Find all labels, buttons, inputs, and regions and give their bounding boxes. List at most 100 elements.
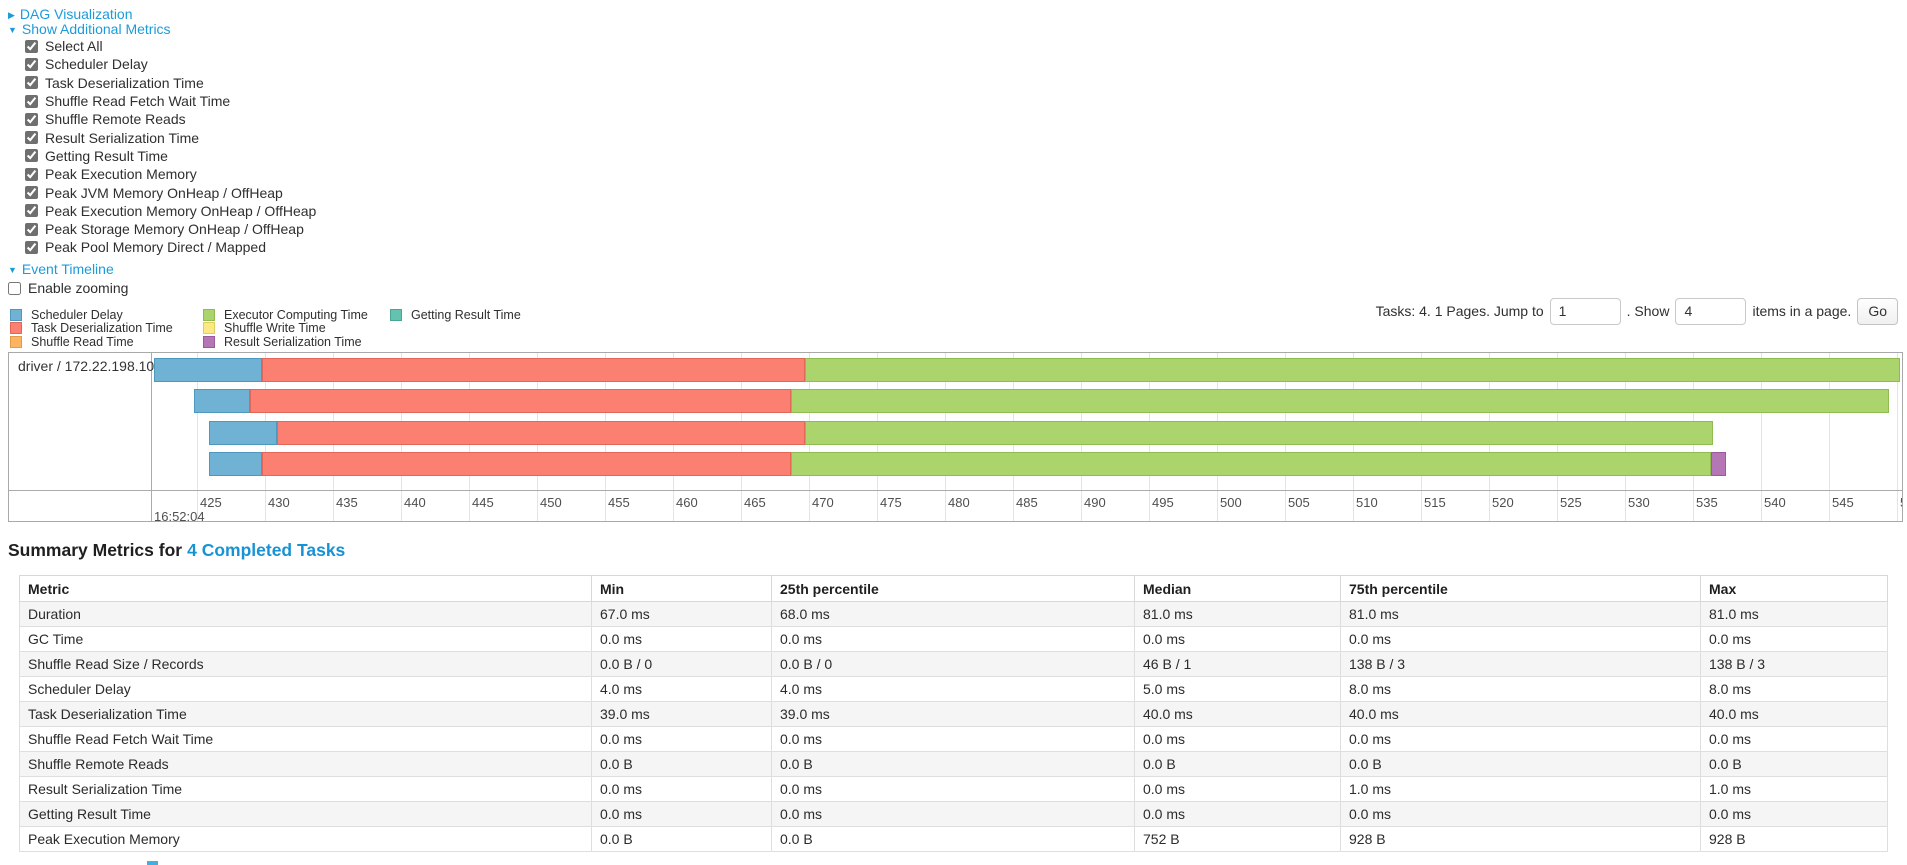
completed-tasks-link[interactable]: 4 Completed Tasks [187, 540, 346, 560]
metric-value-cell: 67.0 ms [591, 601, 772, 627]
metric-value-cell: 1.0 ms [1700, 776, 1888, 802]
show-additional-metrics-toggle[interactable]: ▼ Show Additional Metrics [8, 21, 171, 37]
metric-checkbox-peak-execution-memory[interactable] [25, 167, 38, 181]
metric-checkbox-shuffle-remote-reads[interactable] [25, 112, 38, 126]
event-timeline-toggle[interactable]: ▼ Event Timeline [8, 261, 114, 277]
axis-tick-label: 460 [676, 495, 698, 510]
legend-column: Getting Result Time [390, 308, 521, 322]
segment-task-deserialization [250, 389, 792, 413]
metric-value-cell: 0.0 B [771, 751, 1135, 777]
timeline-label-divider [151, 353, 152, 521]
event-timeline-chart: driver / 172.22.198.104 425 430 435 440 445 4… [8, 352, 1903, 522]
metric-checkbox-peak-storage-memory-onheap-offheap[interactable] [25, 222, 38, 236]
executor-computing-time-swatch-icon [203, 308, 215, 321]
go-button[interactable]: Go [1857, 297, 1898, 325]
metric-checkbox-getting-result-time[interactable] [25, 149, 38, 163]
legend-item-task-deserialization-time: Task Deserialization Time [10, 321, 173, 335]
metric-checkbox-select-all[interactable] [25, 39, 38, 53]
metric-value-cell: 40.0 ms [1700, 701, 1888, 727]
metric-label: Task Deserialization Time [45, 74, 204, 91]
timeline-task-bar[interactable] [209, 452, 1726, 476]
axis-tick-label: 430 [268, 495, 290, 510]
metric-value-cell: 81.0 ms [1134, 601, 1341, 627]
legend-label: Result Serialization Time [224, 334, 362, 349]
jump-to-page-input[interactable] [1549, 297, 1621, 325]
metric-value-cell: 928 B [1340, 826, 1701, 852]
axis-tick-label: 455 [608, 495, 630, 510]
metric-value-cell: 1.0 ms [1340, 776, 1701, 802]
shuffle-write-time-swatch-icon [203, 322, 215, 335]
segment-executor-computing [804, 421, 1714, 445]
segment-task-deserialization [277, 421, 805, 445]
segment-scheduler-delay [209, 421, 278, 445]
column-header-metric: Metric [19, 575, 592, 602]
axis-tick-label: 530 [1628, 495, 1650, 510]
metric-value-cell: 0.0 ms [1700, 726, 1888, 752]
metric-label: Peak JVM Memory OnHeap / OffHeap [45, 184, 283, 201]
metric-value-cell: 0.0 ms [1700, 626, 1888, 652]
metric-checkbox-peak-pool-memory-direct-mapped[interactable] [25, 240, 38, 254]
segment-executor-computing [804, 358, 1900, 382]
metric-option-select-all: Select All [25, 37, 316, 55]
chevron-down-icon: ▼ [8, 25, 17, 35]
legend-item-result-serialization-time: Result Serialization Time [203, 335, 368, 349]
dag-visualization-toggle[interactable]: ▶ DAG Visualization [8, 6, 133, 22]
metric-name-cell: Duration [19, 601, 592, 627]
axis-tick-label: 540 [1764, 495, 1786, 510]
axis-tick-label: 525 [1560, 495, 1582, 510]
dag-visualization-label: DAG Visualization [19, 6, 133, 22]
metric-value-cell: 0.0 ms [591, 776, 772, 802]
event-timeline-label: Event Timeline [21, 261, 114, 277]
timeline-task-bar[interactable] [209, 421, 1714, 445]
table-row-getting-result-time: Getting Result Time 0.0 ms 0.0 ms 0.0 ms 0.0… [19, 801, 1888, 827]
summary-metrics-title: Summary Metrics for 4 Completed Tasks [8, 540, 345, 561]
metric-value-cell: 40.0 ms [1134, 701, 1341, 727]
axis-tick-label: 500 [1220, 495, 1242, 510]
table-row-result-serialization-time: Result Serialization Time 0.0 ms 0.0 ms 0.0… [19, 776, 1888, 802]
items-per-page-input[interactable] [1675, 297, 1747, 325]
summary-title-text: Summary Metrics for [8, 540, 183, 560]
timeline-task-bar[interactable] [153, 358, 1900, 382]
metric-value-cell: 39.0 ms [771, 701, 1135, 727]
summary-metrics-table: Metric Min 25th percentile Median 75th perce… [19, 575, 1888, 852]
metric-name-cell: Scheduler Delay [19, 676, 592, 702]
table-row-scheduler-delay: Scheduler Delay 4.0 ms 4.0 ms 5.0 ms 8.0 ms 8… [19, 676, 1888, 702]
timeline-task-bar[interactable] [194, 389, 1889, 413]
column-header-min: Min [591, 575, 772, 602]
metric-option-result-serialization-time: Result Serialization Time [25, 128, 316, 146]
metric-value-cell: 0.0 ms [591, 726, 772, 752]
metric-checkbox-task-deserialization-time[interactable] [25, 76, 38, 90]
metric-option-peak-pool-memory-direct-mapped: Peak Pool Memory Direct / Mapped [25, 238, 316, 256]
metric-value-cell: 0.0 B [1700, 751, 1888, 777]
metric-label: Peak Storage Memory OnHeap / OffHeap [45, 221, 304, 238]
column-header-median: Median [1134, 575, 1341, 602]
metric-value-cell: 0.0 ms [1340, 726, 1701, 752]
metric-option-task-deserialization-time: Task Deserialization Time [25, 74, 316, 92]
axis-tick-label: 505 [1288, 495, 1310, 510]
metric-checkbox-peak-execution-memory-onheap-offheap[interactable] [25, 204, 38, 218]
chevron-right-icon: ▶ [8, 10, 15, 20]
metric-value-cell: 0.0 ms [1134, 776, 1341, 802]
metric-option-getting-result-time: Getting Result Time [25, 147, 316, 165]
pagination-tasks-text: Tasks: 4. 1 Pages. Jump to [1375, 303, 1544, 319]
enable-zooming-label: Enable zooming [28, 280, 129, 296]
table-row-shuffle-remote-reads: Shuffle Remote Reads 0.0 B 0.0 B 0.0 B 0.0 B… [19, 751, 1888, 777]
metric-checkbox-shuffle-read-fetch-wait-time[interactable] [25, 94, 38, 108]
axis-tick-label: 510 [1356, 495, 1378, 510]
legend-label: Shuffle Write Time [224, 321, 326, 336]
pagination-show-text: . Show [1626, 303, 1670, 319]
legend-item-executor-computing-time: Executor Computing Time [203, 308, 368, 322]
axis-gridline [1761, 353, 1762, 521]
executor-group-label: driver / 172.22.198.104 [18, 358, 162, 374]
metric-option-peak-jvm-memory-onheap-offheap: Peak JVM Memory OnHeap / OffHeap [25, 183, 316, 201]
result-serialization-time-swatch-icon [203, 335, 215, 348]
metric-value-cell: 0.0 B [1134, 751, 1341, 777]
metric-checkbox-result-serialization-time[interactable] [25, 131, 38, 145]
metric-checkbox-scheduler-delay[interactable] [25, 57, 38, 71]
scheduler-delay-swatch-icon [10, 308, 22, 321]
enable-zooming-checkbox[interactable] [8, 281, 21, 295]
axis-tick-label: 435 [336, 495, 358, 510]
axis-tick-label: 520 [1492, 495, 1514, 510]
metric-checkbox-peak-jvm-memory-onheap-offheap[interactable] [25, 186, 38, 200]
axis-gridline [1829, 353, 1830, 521]
